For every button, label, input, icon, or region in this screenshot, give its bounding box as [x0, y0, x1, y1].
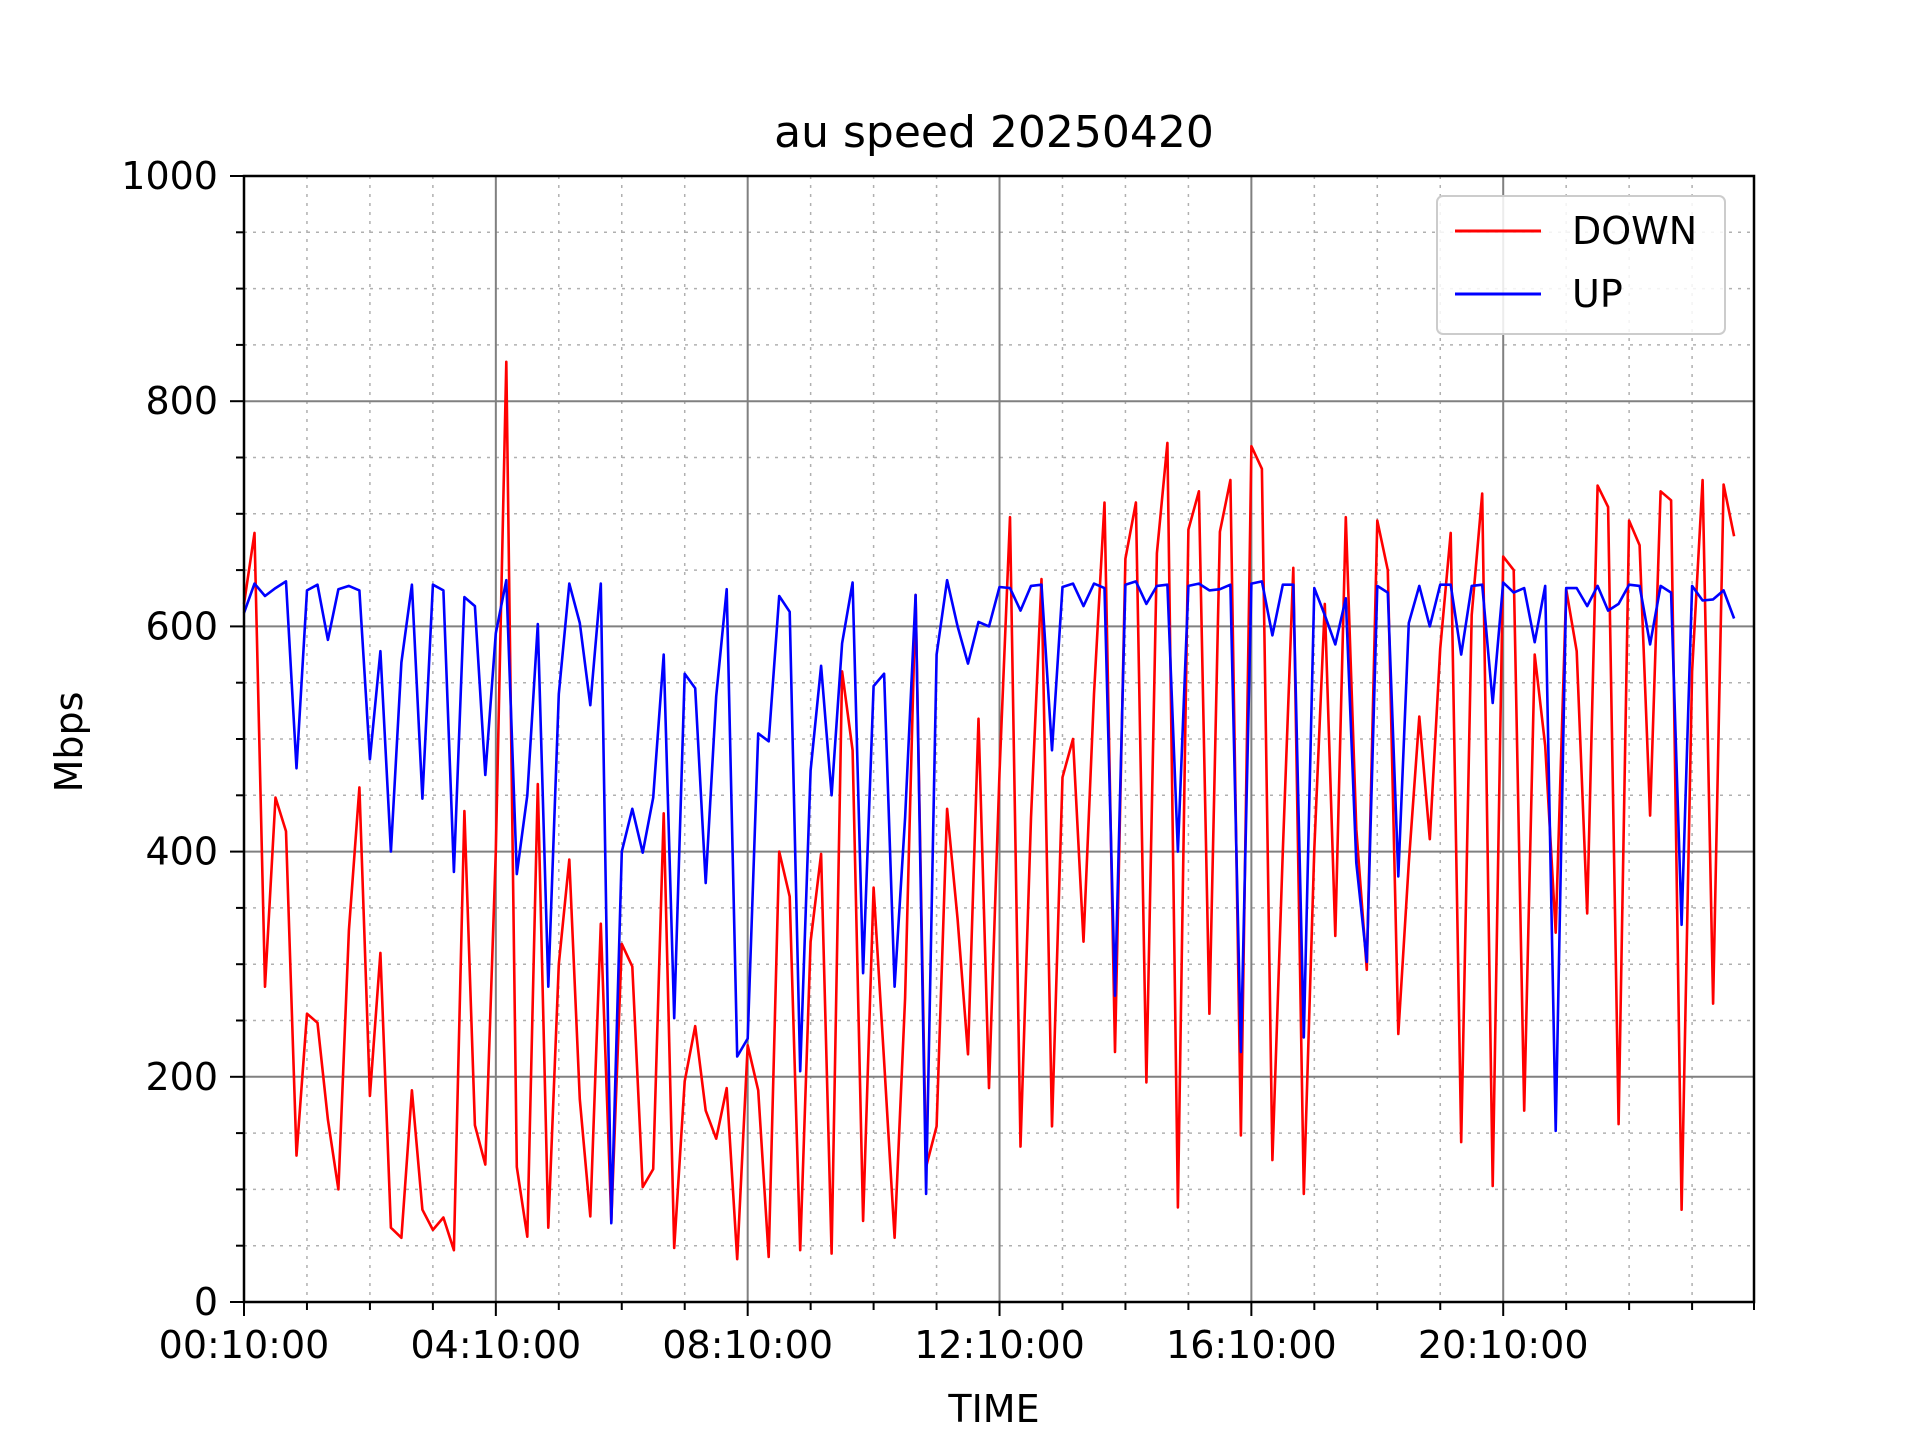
x-tick-label: 16:10:00	[1166, 1323, 1337, 1367]
major-grid	[244, 176, 1754, 1302]
y-tick-label: 600	[145, 604, 218, 648]
x-tick-label: 04:10:00	[411, 1323, 582, 1367]
series-line-down	[242, 360, 1736, 1261]
legend-label-down: DOWN	[1572, 209, 1697, 253]
y-tick-label: 400	[145, 830, 218, 874]
series-line-up	[242, 578, 1736, 1225]
x-tick-label: 12:10:00	[914, 1323, 1085, 1367]
x-tick-label: 00:10:00	[159, 1323, 330, 1367]
series-layer	[242, 360, 1736, 1261]
y-tick-label: 800	[145, 379, 218, 423]
legend-label-up: UP	[1572, 272, 1623, 316]
y-tick-labels: 0 200 400 600 800 1000	[121, 154, 218, 1324]
x-axis-label: TIME	[947, 1387, 1039, 1431]
y-tick-label: 1000	[121, 154, 218, 198]
x-tick-labels: 00:10:00 04:10:00 08:10:00 12:10:00 16:10:00…	[159, 1323, 1589, 1367]
y-tick-label: 0	[194, 1280, 218, 1324]
y-axis-label: Mbps	[47, 692, 91, 793]
legend: DOWN UP	[1436, 195, 1726, 335]
minor-grid	[244, 176, 1754, 1302]
x-tick-label: 20:10:00	[1418, 1323, 1589, 1367]
x-tick-label: 08:10:00	[662, 1323, 833, 1367]
y-tick-label: 200	[145, 1055, 218, 1099]
axis-ticks	[230, 175, 1755, 1316]
chart-title: au speed 20250420	[774, 107, 1214, 158]
